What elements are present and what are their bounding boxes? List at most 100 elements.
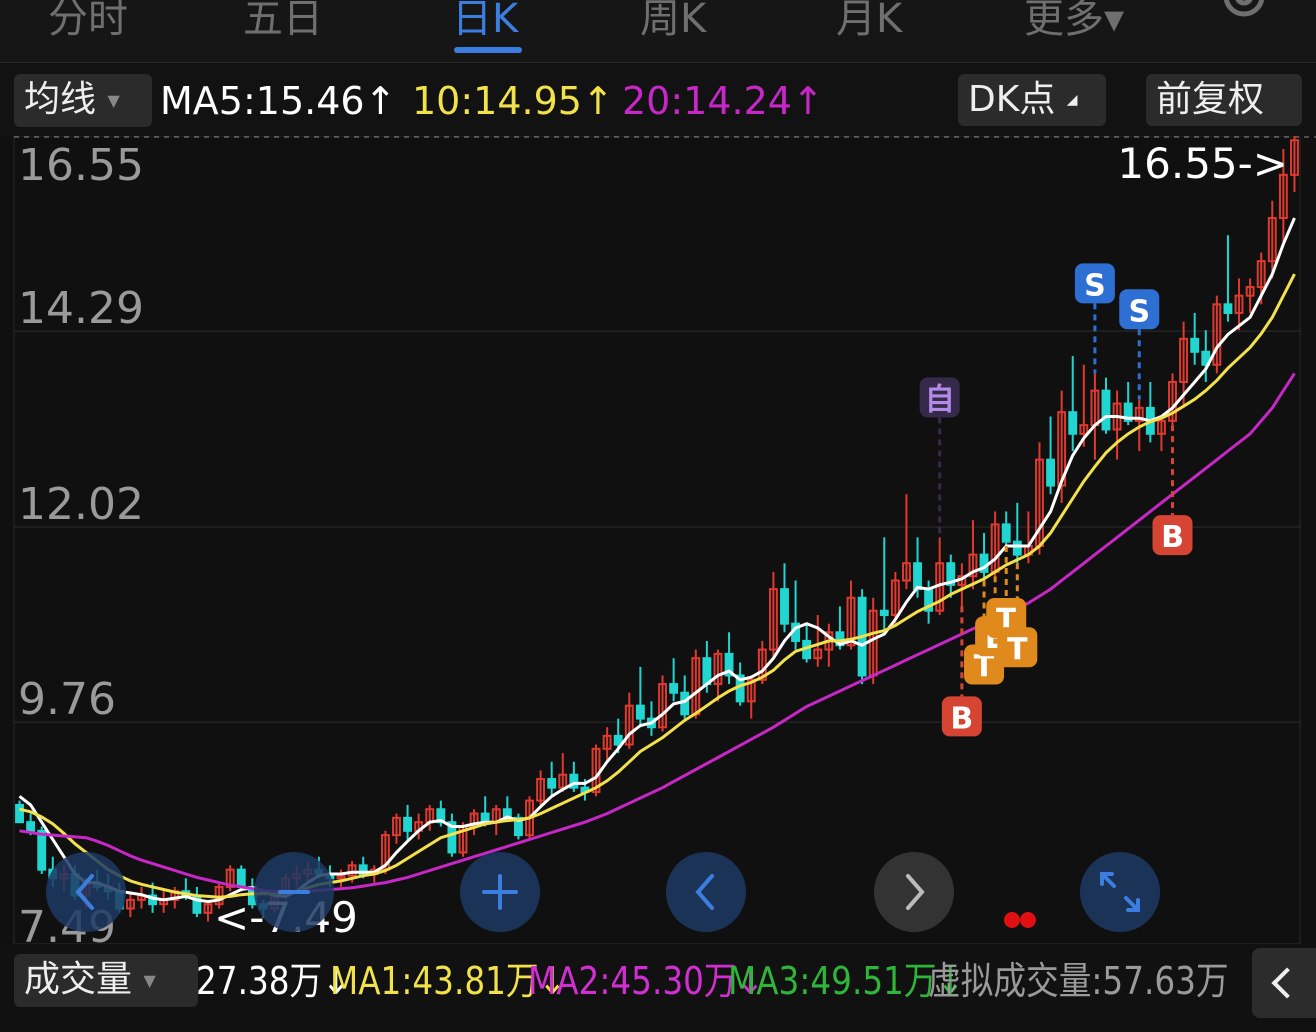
candle [1168, 373, 1177, 426]
candle [768, 571, 778, 659]
marker-buy: B [1152, 425, 1193, 556]
chart-frame [13, 135, 1301, 945]
tab-five-day[interactable]: 五日 [243, 0, 323, 42]
candle [669, 658, 679, 702]
zoom-out-icon [46, 852, 126, 932]
ma-lines [18, 217, 1296, 904]
candle-body [1212, 303, 1222, 366]
marker-self: 自 [919, 377, 960, 538]
candle-body [1001, 523, 1011, 543]
candle-body [513, 816, 523, 837]
candle-body [1223, 303, 1233, 314]
candle [968, 520, 978, 590]
candle [1079, 364, 1089, 447]
candle-body [746, 678, 756, 703]
candle [824, 623, 834, 667]
candle [547, 761, 557, 797]
candle [658, 675, 667, 732]
candle [724, 632, 734, 685]
tab-intraday[interactable]: 分时 [48, 0, 128, 42]
candle-body [913, 562, 922, 591]
candle-body [879, 609, 889, 617]
volume-selector[interactable]: 成交量 ▼ [14, 954, 198, 1007]
expand-glyph [1100, 872, 1140, 912]
zoom-in-button[interactable] [254, 852, 334, 932]
candle-body [15, 803, 24, 824]
candle [425, 804, 435, 831]
marker-badge [919, 377, 960, 418]
candle-body [669, 683, 679, 694]
ma20-value: 20:14.24↑ [622, 79, 824, 123]
zoom-out-button[interactable] [46, 852, 126, 932]
candle [392, 813, 401, 844]
indicator-selector[interactable]: 均线 ▼ [14, 74, 152, 127]
candle [1223, 235, 1233, 322]
adjust-price-button[interactable]: 前复权 [1146, 74, 1302, 126]
chevron-left-glyph [695, 874, 714, 910]
candle [813, 615, 823, 667]
candle-body [1046, 458, 1055, 487]
tab-daily-k[interactable]: 日K [452, 0, 519, 42]
candle-body [724, 652, 734, 677]
fullscreen-icon [1080, 852, 1160, 932]
candle [1156, 416, 1166, 452]
candle-body [780, 588, 789, 625]
candle-body [558, 773, 568, 789]
candle-body [1245, 286, 1255, 297]
candle-body [1101, 389, 1111, 431]
candle [1035, 442, 1044, 555]
candle [159, 891, 169, 913]
candle-body [26, 821, 36, 832]
candle [225, 865, 235, 892]
next-button[interactable] [874, 852, 954, 932]
fullscreen-button[interactable] [1080, 852, 1160, 932]
volume-selector-label: 成交量 [24, 959, 133, 1000]
candle-body [1201, 350, 1211, 366]
previous-button[interactable] [666, 852, 746, 932]
candle-body [547, 778, 557, 789]
marker-badge [1119, 289, 1160, 330]
candle [691, 649, 701, 719]
candle [1212, 295, 1222, 374]
plus-glyph [482, 874, 518, 910]
candle [536, 770, 546, 805]
indicator-selector-label: 均线 [24, 79, 97, 120]
extreme-labels: 16.55-><-7.49 [214, 139, 1288, 942]
candle-body [236, 868, 246, 888]
tab-more[interactable]: 更多▾ [1024, 0, 1125, 42]
candle [1278, 148, 1288, 244]
candle [1145, 381, 1155, 443]
candle-body [968, 553, 978, 578]
tab-weekly-k[interactable]: 周K [640, 0, 707, 42]
dk-point-button[interactable]: DK点 ◢ [958, 74, 1106, 126]
candle-body [1012, 540, 1022, 556]
add-button[interactable] [460, 852, 540, 932]
y-tick-label: 16.55 [18, 140, 144, 191]
candle-body [658, 683, 667, 729]
dk-point-label: DK点 [968, 79, 1056, 120]
marker-badge [1074, 263, 1115, 304]
candle [890, 571, 900, 624]
candle [957, 563, 967, 607]
candle [1234, 278, 1244, 331]
candle [624, 692, 634, 749]
candle [203, 899, 213, 922]
candle [1012, 502, 1022, 564]
ma-line-3 [19, 372, 1296, 893]
marker-label: S [1128, 294, 1150, 329]
candle-body [1290, 139, 1299, 176]
marker-badge [941, 696, 982, 737]
candle-body [768, 588, 778, 651]
candle-body [1079, 424, 1089, 435]
candle-body [358, 864, 368, 875]
previous-icon [666, 852, 746, 932]
candle-body [1256, 260, 1266, 289]
volume-ma2: MA2:45.30万↓ [528, 959, 764, 1003]
gear-icon[interactable] [1214, 0, 1274, 32]
red-dot-indicator [1004, 912, 1020, 928]
collapse-panel-button[interactable] [1252, 948, 1316, 1018]
tab-monthly-k[interactable]: 月K [836, 0, 903, 42]
